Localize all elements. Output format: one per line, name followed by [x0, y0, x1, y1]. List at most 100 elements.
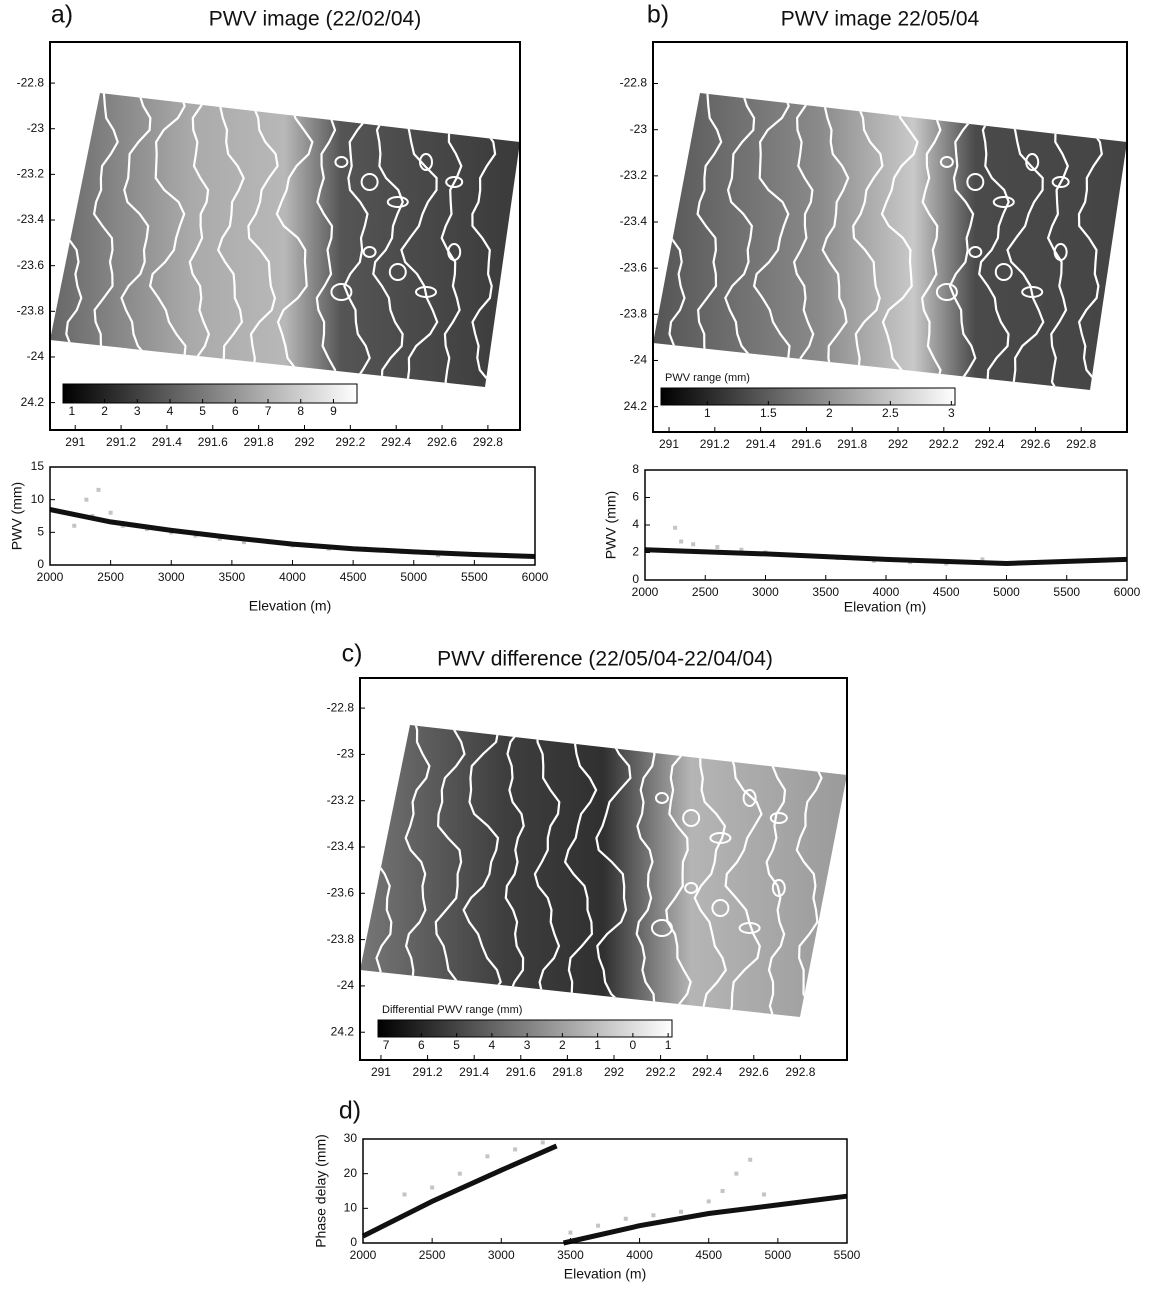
x-tick-label: 291.4	[152, 435, 182, 449]
y-tick-label: -23.6	[620, 260, 648, 274]
contour	[1046, 93, 1069, 390]
contour	[388, 263, 407, 281]
y-tick-label: -23.4	[327, 839, 355, 853]
y-tick-label: -24	[630, 353, 648, 367]
x-tick-label: 3000	[488, 1248, 515, 1262]
chart-title: PWV image 22/05/04	[781, 8, 980, 31]
x-tick-label: 3500	[219, 570, 246, 584]
contour	[330, 283, 353, 301]
contour	[469, 93, 497, 387]
colorbar-label: PWV range (mm)	[665, 372, 750, 384]
contour	[935, 283, 958, 301]
x-tick-label: 5500	[461, 570, 488, 584]
scatter-point	[673, 525, 678, 530]
scatter-point	[430, 1185, 435, 1190]
scatter-point	[108, 510, 113, 515]
scatter-point	[691, 542, 696, 547]
x-tick-label: 291.2	[413, 1065, 443, 1079]
y-tick-label: -23	[630, 122, 648, 136]
colorbar-tick-label: 2	[101, 404, 108, 418]
x-tick-label: 4000	[626, 1248, 653, 1262]
contour	[440, 93, 463, 387]
x-tick-label: 5500	[834, 1248, 861, 1262]
x-tick-label: 6000	[1114, 585, 1141, 599]
contour	[447, 243, 462, 261]
colorbar-tick-label: 9	[330, 404, 337, 418]
contour	[939, 156, 954, 168]
colorbar-tick-label: 6	[418, 1038, 425, 1052]
contour	[1051, 176, 1070, 188]
colorbar-tick-label: 6	[232, 404, 239, 418]
scatter-point	[84, 497, 89, 502]
colorbar-tick-label: 3	[948, 406, 955, 420]
x-tick-label: 291.8	[244, 435, 274, 449]
y-tick-label: -23.2	[620, 168, 648, 182]
y-tick-label: -23	[337, 747, 355, 761]
scatter-point	[706, 1199, 711, 1204]
x-tick-label: 291.2	[700, 437, 730, 451]
x-tick-label: 5500	[1053, 585, 1080, 599]
y-tick-label: -23	[27, 121, 45, 135]
contour	[920, 93, 942, 390]
x-tick-label: 3000	[158, 570, 185, 584]
scatter-point	[739, 547, 744, 552]
colorbar-tick-label: 1	[68, 404, 75, 418]
contour	[968, 246, 983, 258]
contour	[360, 173, 379, 191]
contour	[1006, 93, 1045, 390]
x-tick-label: 291	[65, 435, 85, 449]
scatter-point	[568, 1230, 573, 1235]
contour	[769, 812, 788, 824]
x-axis-label: Elevation (m)	[249, 598, 331, 614]
colorbar-tick-label: 1	[665, 1038, 672, 1052]
x-tick-label: 292	[604, 1065, 624, 1079]
x-tick-label: 2000	[37, 570, 64, 584]
colorbar-tick-label: 5	[199, 404, 206, 418]
y-tick-label: 15	[31, 459, 45, 473]
contour	[334, 156, 349, 168]
y-tick-label: 6	[632, 490, 639, 504]
x-tick-label: 291	[371, 1065, 391, 1079]
y-tick-label: -23.8	[17, 303, 45, 317]
contour	[948, 93, 977, 390]
scatter-point	[242, 540, 246, 545]
x-tick-label: 292.2	[335, 435, 365, 449]
colorbar-tick-label: 2	[559, 1038, 566, 1052]
y-axis-label: PWV (mm)	[9, 482, 25, 550]
contour	[693, 725, 727, 1017]
x-tick-label: 5000	[400, 570, 427, 584]
x-tick-label: 2000	[632, 585, 659, 599]
x-tick-label: 3500	[557, 1248, 584, 1262]
scatter-point	[748, 1157, 753, 1162]
scatter-point	[540, 1140, 545, 1145]
colorbar-label: Differential PWV range (mm)	[382, 1004, 522, 1016]
y-tick-label: 10	[344, 1201, 358, 1215]
contour	[966, 173, 985, 191]
y-tick-label: 0	[632, 572, 639, 586]
x-tick-label: 292.4	[381, 435, 411, 449]
contour	[711, 899, 730, 917]
x-tick-label: 6000	[522, 570, 549, 584]
contour	[400, 93, 439, 387]
x-tick-label: 4500	[695, 1248, 722, 1262]
y-tick-label: -23.2	[327, 793, 355, 807]
x-tick-label: 2000	[350, 1248, 377, 1262]
colorbar-tick-label: 4	[167, 404, 174, 418]
contour	[738, 922, 761, 934]
x-tick-label: 292.8	[1066, 437, 1096, 451]
x-tick-label: 5000	[765, 1248, 792, 1262]
contour	[1025, 153, 1040, 171]
contour	[665, 725, 692, 1017]
y-tick-label: -24	[337, 978, 355, 992]
scatter-point	[72, 523, 77, 528]
x-tick-label: 2500	[692, 585, 719, 599]
y-tick-label: -23.6	[327, 885, 355, 899]
panel-label: a)	[51, 1, 73, 29]
y-tick-label: -23.4	[620, 214, 648, 228]
scatter-point	[513, 1147, 518, 1152]
y-tick-label: 24.2	[624, 399, 648, 413]
scatter-point	[623, 1216, 628, 1221]
x-tick-label: 292.6	[1020, 437, 1050, 451]
colorbar-tick-label: 5	[453, 1038, 460, 1052]
